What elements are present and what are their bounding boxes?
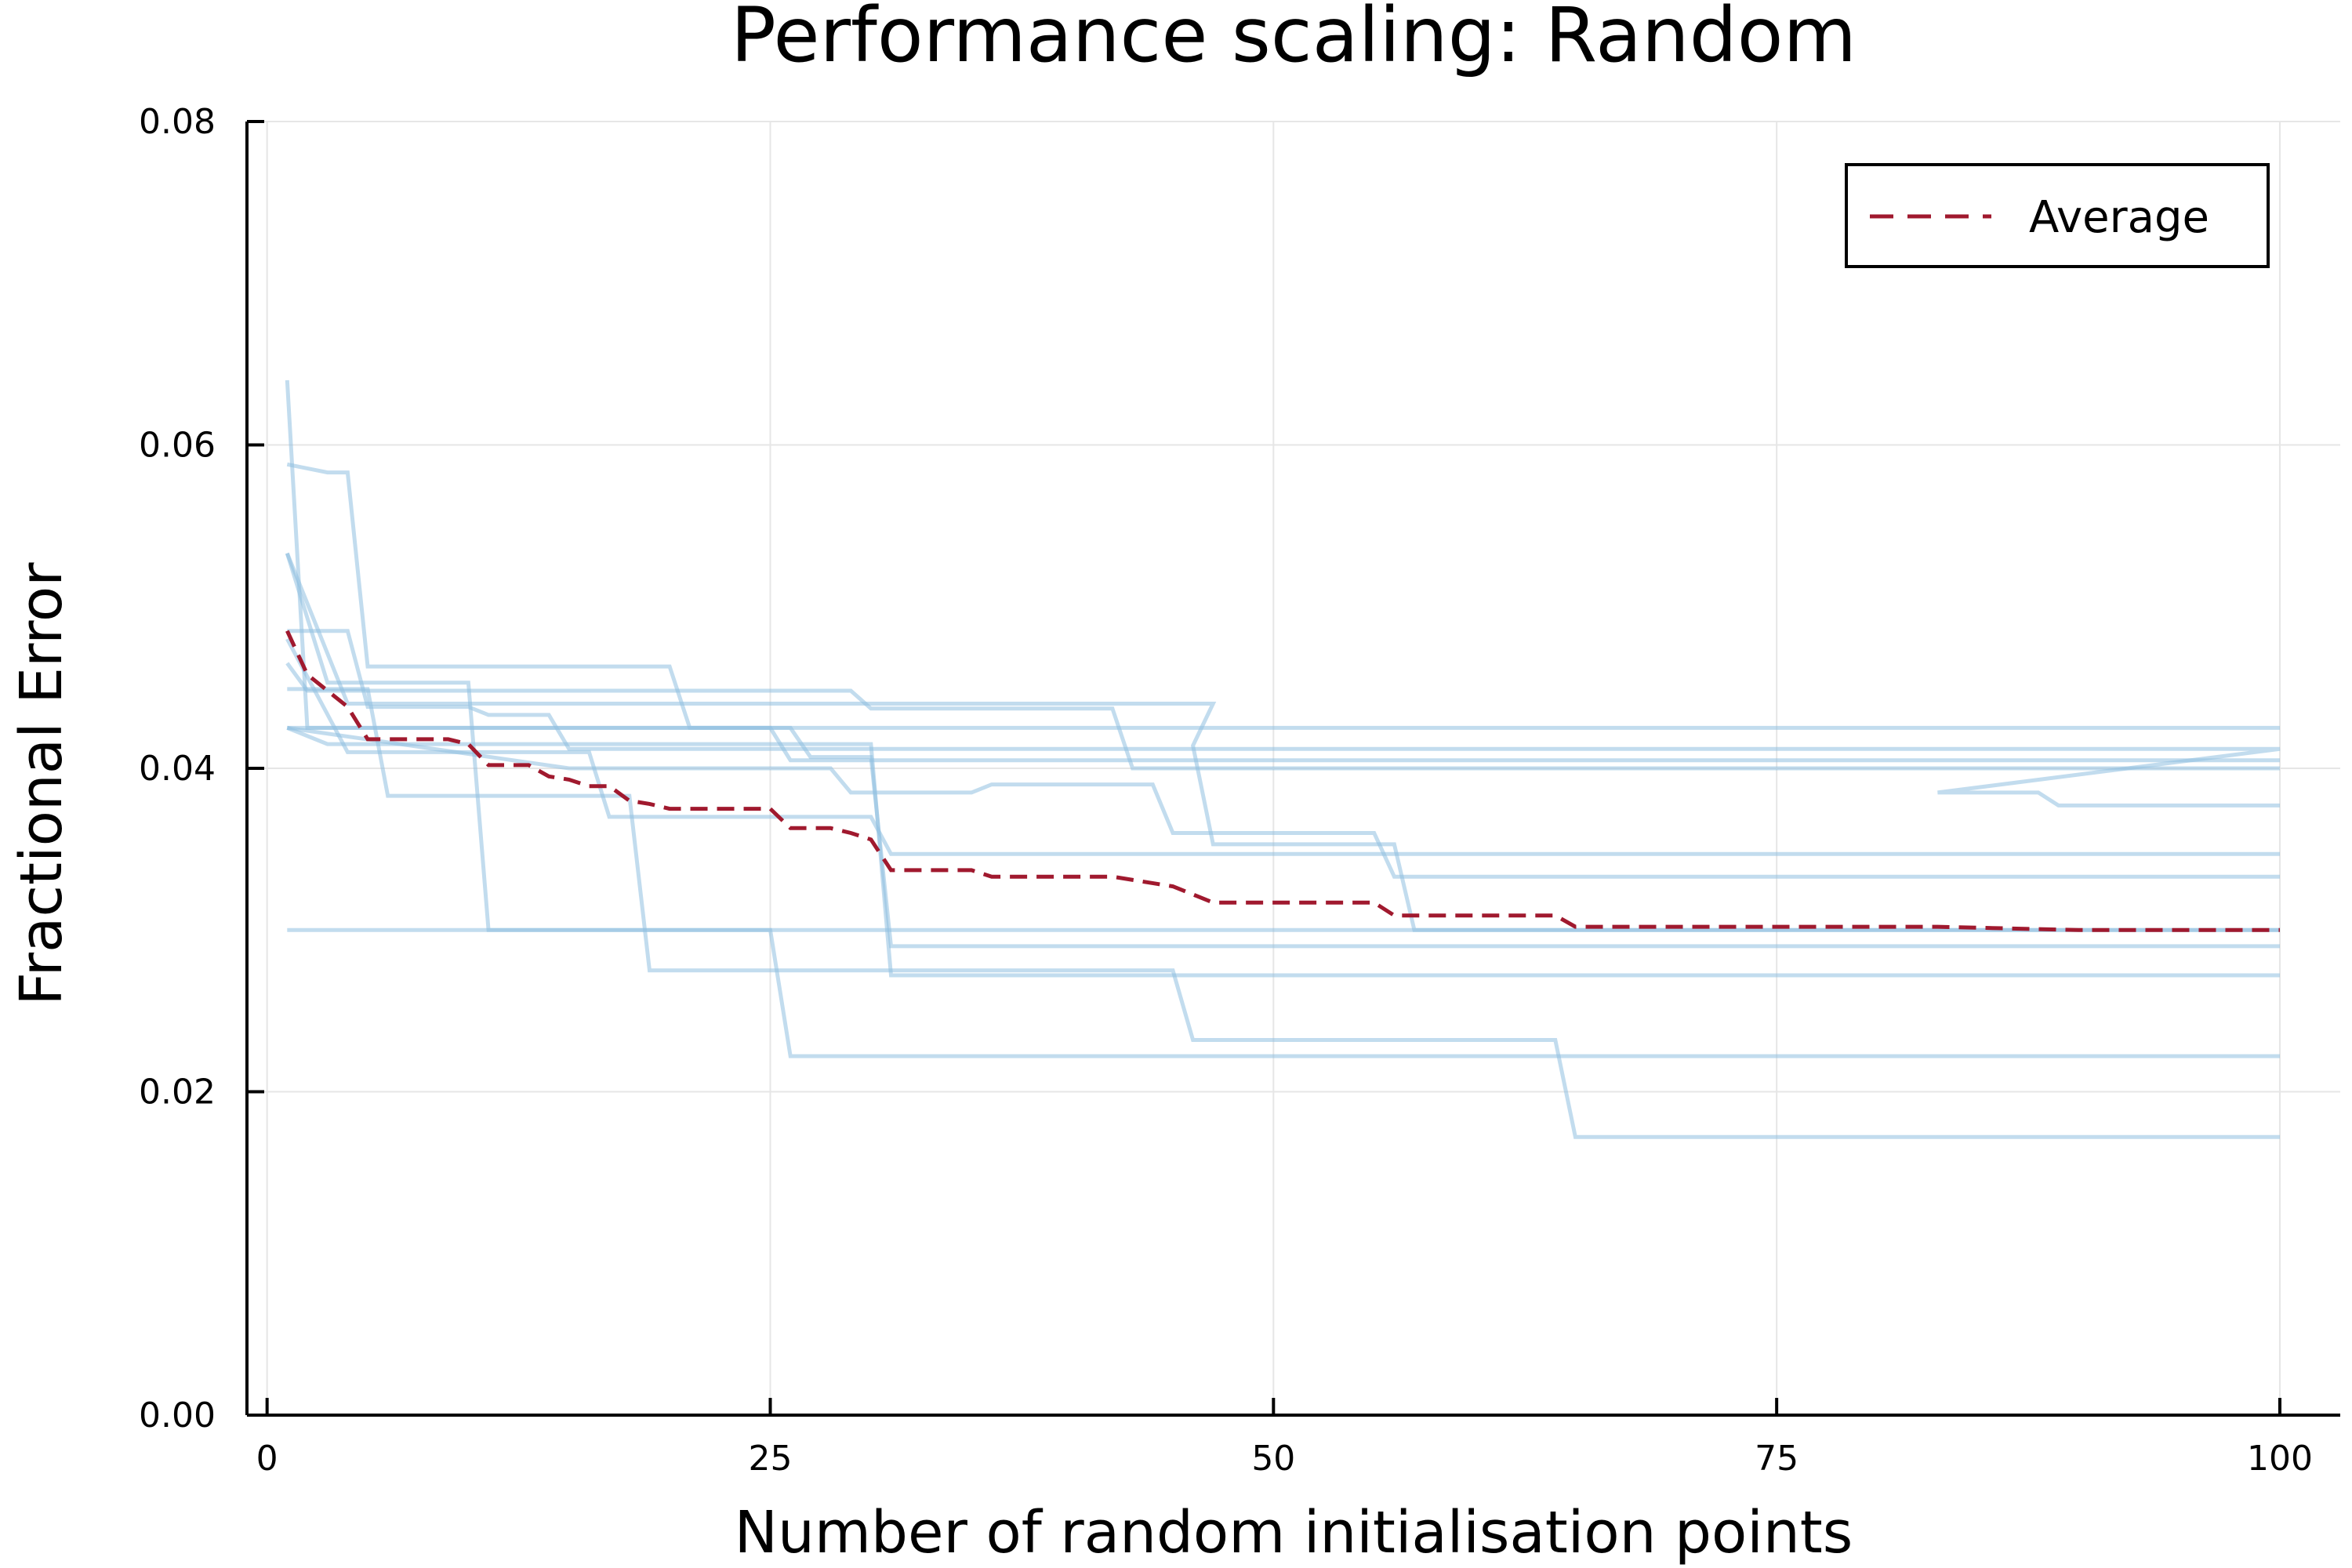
y-tick-label-0: 0.00 [139,1396,216,1436]
average-line [285,630,2280,932]
y-axis-title: Fractional Error [8,562,75,1006]
legend-average-label: Average [2029,192,2209,243]
run-line-11 [286,725,2280,879]
chart-title: Performance scaling: Random [731,0,1857,79]
x-tick-label-2: 50 [1251,1439,1295,1479]
x-tick-labels: 0 25 50 75 100 [256,1439,2313,1479]
run-lines [285,379,2281,1139]
x-tick-label-3: 75 [1755,1439,1798,1479]
y-tick-label-3: 0.06 [139,426,216,466]
average-series [285,630,2280,932]
x-axis-title: Number of random initialisation points [735,1499,1853,1566]
y-tick-label-1: 0.02 [139,1073,216,1112]
x-tick-label-1: 25 [749,1439,793,1479]
run-line-7 [287,725,2280,949]
x-tick-label-4: 100 [2247,1439,2313,1479]
y-tick-label-2: 0.04 [139,749,216,789]
y-tick-labels: 0.00 0.02 0.04 0.06 0.08 [139,102,216,1436]
y-tick-label-4: 0.08 [139,102,216,142]
run-line-8 [286,726,2280,978]
legend: Average [1845,163,2270,268]
run-line-4 [287,629,2281,808]
run-line-3 [285,552,2280,932]
x-tick-label-0: 0 [256,1439,278,1479]
run-line-10 [285,637,2280,856]
axes [245,120,2340,1417]
run-line-9 [287,927,2280,1058]
